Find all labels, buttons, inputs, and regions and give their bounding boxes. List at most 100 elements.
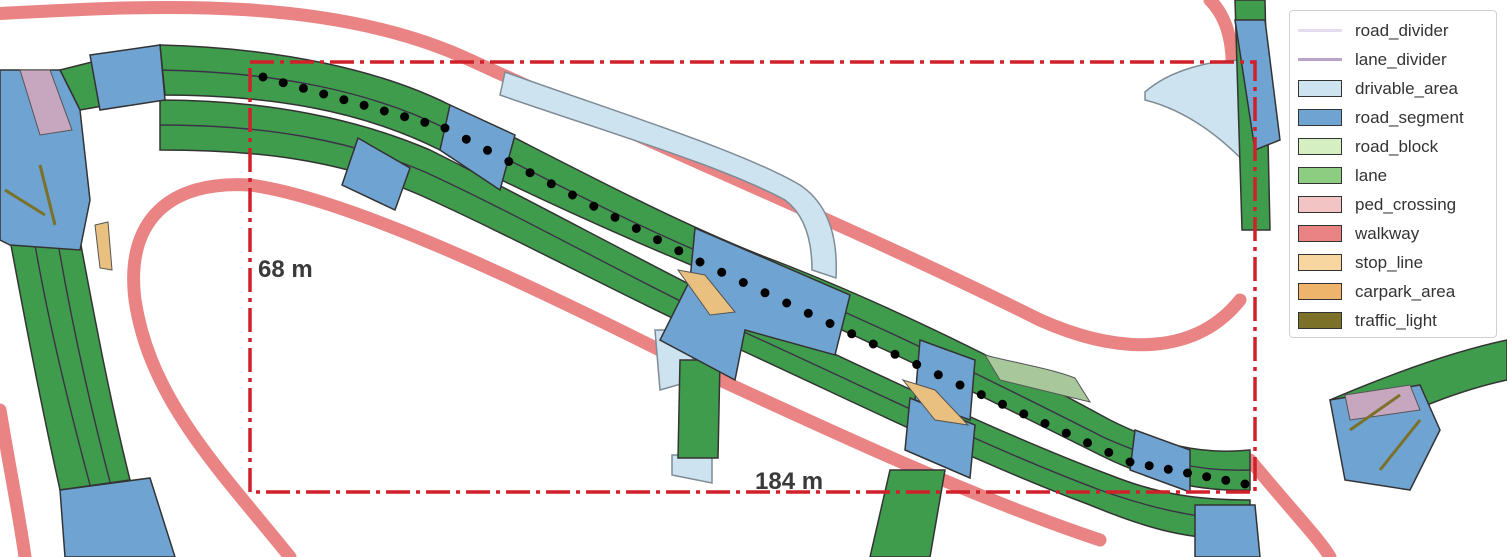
legend-item-road-segment: road_segment — [1298, 103, 1496, 132]
traffic-light-e2 — [1378, 419, 1422, 471]
waypoint — [847, 329, 857, 339]
road-segment-west-junction — [0, 69, 91, 251]
waypoint — [1125, 457, 1135, 467]
road-segment-ne — [1234, 19, 1281, 152]
stop-line-2 — [901, 379, 970, 426]
legend-item-walkway: walkway — [1298, 219, 1496, 248]
legend-swatch — [1298, 312, 1342, 329]
waypoint — [278, 78, 288, 88]
waypoint — [1163, 464, 1173, 474]
road-segment-2 — [439, 103, 516, 192]
waypoint — [339, 95, 349, 105]
ped-crossing-w — [19, 69, 73, 136]
traffic-light-e1 — [1349, 393, 1401, 432]
waypoint — [912, 360, 922, 369]
legend-label: lane — [1355, 165, 1388, 185]
legend-swatch — [1298, 109, 1342, 126]
waypoint — [1083, 438, 1092, 448]
waypoint — [1019, 409, 1029, 419]
ped-crossing-layer — [19, 69, 1421, 421]
waypoint — [1240, 479, 1250, 489]
waypoint — [738, 278, 748, 287]
stop-line-3 — [94, 221, 113, 271]
waypoint-path — [258, 72, 1250, 489]
legend-item-road-block: road_block — [1298, 132, 1496, 161]
lane-west-vertical — [9, 239, 131, 491]
legend-label: road_divider — [1355, 20, 1449, 40]
waypoint — [504, 157, 514, 166]
drivable-area-s2 — [671, 454, 713, 484]
legend-item-road-divider: road_divider — [1298, 16, 1496, 45]
legend-item-lane: lane — [1298, 161, 1496, 190]
legend-label: drivable_area — [1355, 78, 1459, 98]
waypoint — [319, 89, 329, 99]
waypoint — [1183, 468, 1192, 478]
legend-item-lane-divider: lane_divider — [1298, 45, 1496, 74]
waypoint — [440, 123, 450, 133]
stop-line-layer — [94, 221, 970, 426]
waypoint — [998, 399, 1007, 409]
walkway-south-curve — [127, 178, 1107, 557]
legend-item-stop-line: stop_line — [1298, 248, 1496, 277]
ped-crossing-e — [1344, 384, 1421, 421]
region-width-label: 184 m — [755, 468, 824, 495]
waypoint — [803, 308, 813, 318]
waypoint — [258, 72, 268, 82]
lane-south-spur — [677, 359, 721, 459]
legend-item-carpark-area: carpark_area — [1298, 277, 1496, 306]
traffic-light-layer — [4, 164, 1422, 471]
waypoint — [1061, 428, 1071, 438]
waypoint — [610, 212, 620, 222]
road-block-layer — [983, 354, 1092, 403]
waypoint — [589, 201, 599, 211]
legend-label: traffic_light — [1355, 310, 1437, 330]
legend-label: road_segment — [1355, 107, 1464, 127]
waypoint — [546, 179, 556, 189]
waypoint — [525, 168, 535, 178]
waypoint — [1104, 447, 1114, 457]
waypoint — [933, 370, 943, 380]
waypoint — [825, 319, 835, 328]
waypoint — [760, 288, 770, 298]
road-segment-se — [1194, 504, 1261, 557]
legend-swatch — [1298, 138, 1342, 155]
waypoint — [631, 224, 641, 233]
walkway-west — [0, 403, 32, 557]
legend-label: walkway — [1355, 223, 1420, 243]
legend-swatch — [1298, 225, 1342, 242]
waypoint — [717, 267, 727, 277]
legend-item-ped-crossing: ped_crossing — [1298, 190, 1496, 219]
waypoint — [359, 100, 369, 110]
lane-divider-w1 — [34, 244, 91, 486]
waypoint — [890, 349, 900, 359]
waypoint — [379, 106, 389, 116]
waypoint — [1144, 461, 1154, 471]
waypoint — [782, 298, 792, 308]
road-segment-nw — [89, 44, 166, 111]
legend-swatch — [1298, 254, 1342, 271]
road-segment-1 — [341, 136, 411, 212]
waypoint — [868, 339, 878, 349]
waypoint — [674, 246, 684, 256]
legend-swatch — [1298, 196, 1342, 213]
drivable-area-strip — [499, 71, 838, 280]
road-segment-6 — [1129, 428, 1191, 494]
waypoint — [483, 145, 492, 155]
legend-label: road_block — [1355, 136, 1439, 156]
waypoint — [653, 235, 662, 245]
waypoint — [695, 257, 705, 267]
legend-item-traffic-light: traffic_light — [1298, 306, 1496, 335]
legend-item-drivable-area: drivable_area — [1298, 74, 1496, 103]
legend-label: carpark_area — [1355, 281, 1456, 301]
walkway-southeast — [1243, 453, 1337, 557]
waypoint — [1040, 419, 1050, 428]
waypoint — [420, 117, 430, 127]
waypoint — [1221, 475, 1231, 485]
waypoint — [298, 83, 308, 93]
road-block-1 — [983, 354, 1092, 403]
region-height-label: 68 m — [258, 256, 313, 283]
road-segment-3 — [659, 226, 851, 382]
legend-swatch — [1298, 51, 1342, 68]
